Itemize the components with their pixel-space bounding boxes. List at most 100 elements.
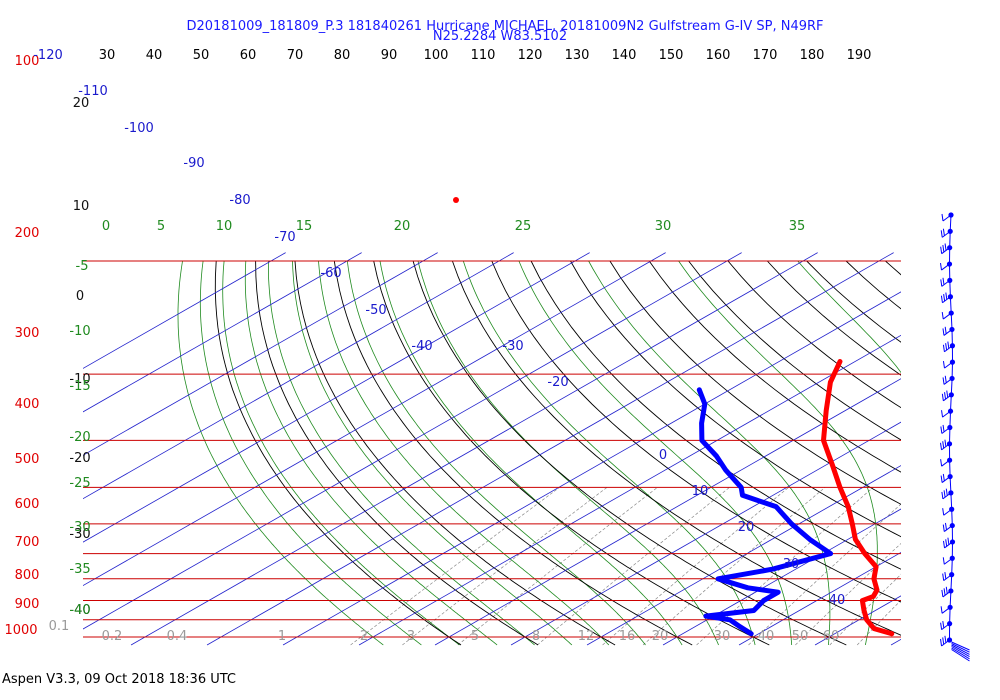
wind-barb-shaft [944, 345, 953, 353]
mixing-ratio-label: 20 [652, 629, 669, 644]
wind-barb-tick [942, 573, 945, 581]
moist-adiabat-line [940, 261, 1000, 645]
wind-barb-shaft [941, 247, 950, 255]
top-axis-label: 70 [287, 48, 304, 63]
dry-adiabat-line [688, 260, 901, 441]
isotherms [83, 252, 901, 646]
dewpoint-profile [696, 387, 834, 637]
wind-barb-tick [940, 279, 943, 287]
temperature-point [453, 197, 459, 203]
wind-barb-tick [945, 539, 948, 547]
wind-barb-tick [947, 341, 950, 349]
wind-barb-shaft [941, 427, 951, 434]
wind-barb-tick [942, 637, 945, 645]
wind-barb-tick [943, 294, 946, 302]
moist-adiabat-line [318, 260, 610, 646]
mixing-ratio-line [908, 487, 1000, 645]
wind-barb-shaft [942, 410, 951, 418]
moist-adiabat-line [346, 260, 646, 646]
dry-adiabat-line [766, 260, 901, 376]
wind-barb-tick [940, 638, 943, 647]
wind-barb-tick [951, 647, 970, 660]
wind-barb-shaft [941, 263, 950, 271]
mixing-ratio-line [856, 599, 901, 646]
moist-adiabat-line [199, 260, 422, 646]
isotherm-label: -100 [124, 121, 154, 136]
moist-adiabat-label: 35 [789, 219, 806, 234]
top-axis-label: 80 [334, 48, 351, 63]
dry-adiabat-label: -20 [69, 451, 90, 466]
moist-adiabat-line [244, 260, 498, 646]
isotherm-line [83, 252, 742, 630]
wind-barb-tick [943, 490, 946, 498]
mixing-ratio-line [975, 487, 1000, 645]
mixing-ratio-label: 8 [532, 629, 540, 644]
isotherm-label: 10 [692, 484, 709, 499]
wind-barb-shaft [943, 574, 952, 582]
isotherm-line [890, 638, 901, 646]
mixing-ratio-label: 50 [792, 629, 809, 644]
isotherm-label: -90 [183, 156, 204, 171]
mixing-ratio-label: 60 [823, 629, 840, 644]
wind-barb-tick [943, 588, 946, 596]
wind-barb-shaft [941, 606, 951, 614]
pressure-label: 500 [15, 452, 40, 467]
wind-barb-tick [951, 649, 970, 662]
isotherm-label: -40 [411, 339, 432, 354]
wind-barb-tick [942, 441, 945, 449]
wind-barb-shaft [944, 361, 953, 369]
top-axis-label: 90 [381, 48, 398, 63]
isotherm-line [83, 252, 362, 413]
wind-barb-tick [945, 586, 948, 594]
isotherm-label: -70 [274, 230, 295, 245]
wind-barb-tick [942, 344, 945, 352]
wind-barb-tick [944, 326, 947, 334]
mixing-ratio-label: 1 [278, 629, 286, 644]
top-axis-label: 180 [800, 48, 825, 63]
wind-barb-tick [942, 508, 945, 516]
wind-barb-tick [940, 230, 943, 238]
wind-barb-tick [942, 377, 945, 385]
moist-adiabat-label: 5 [157, 219, 165, 234]
wind-barb-shaft [942, 296, 951, 304]
mixing-ratio-line [795, 542, 901, 646]
moist-adiabat-label: -20 [69, 430, 90, 445]
wind-barb-shaft [944, 541, 953, 549]
mixing-ratio-line [537, 487, 730, 646]
isotherm-line [358, 334, 901, 646]
temperature-profile [821, 359, 895, 637]
dry-adiabat-line [214, 260, 462, 646]
moist-adiabat-label: -25 [69, 476, 90, 491]
wind-barb-shaft [941, 623, 950, 631]
isotherm-label: -60 [320, 266, 341, 281]
isotherm-label: 0 [659, 448, 667, 463]
wind-barb-shaft [941, 639, 950, 647]
top-axis-label: 50 [193, 48, 210, 63]
pressure-label: 300 [15, 326, 40, 341]
wind-barb-tick [942, 277, 945, 285]
wind-barb-tick [941, 491, 944, 499]
pressure-label: 700 [15, 535, 40, 550]
wind-barb-tick [941, 410, 944, 418]
dry-adiabat-line [727, 260, 901, 409]
wind-barb-tick [944, 243, 947, 251]
top-axis-label: 30 [99, 48, 116, 63]
wind-barb-tick [951, 643, 970, 653]
axis-labels: 30 40 50 60 70 80 90 100 110 120 130 140 150 160 170 18… [4, 48, 871, 644]
isotherm-line [83, 252, 438, 456]
moist-adiabat-line [678, 260, 878, 646]
wind-barb-tick [951, 644, 970, 655]
top-axis-label: 190 [847, 48, 872, 63]
moist-adiabat-label: -10 [69, 324, 90, 339]
top-axis-label: 150 [659, 48, 684, 63]
isotherm-line [83, 252, 286, 369]
dry-adiabat-label: 10 [73, 199, 90, 214]
wind-barb-tick [940, 622, 943, 630]
wind-barb-tick [944, 392, 947, 400]
dry-adiabat-line [570, 260, 901, 538]
wind-barb-tick [940, 459, 943, 467]
moist-adiabat-line [977, 261, 1000, 645]
wind-barb-tick [942, 424, 945, 432]
isotherm-line [434, 378, 901, 646]
